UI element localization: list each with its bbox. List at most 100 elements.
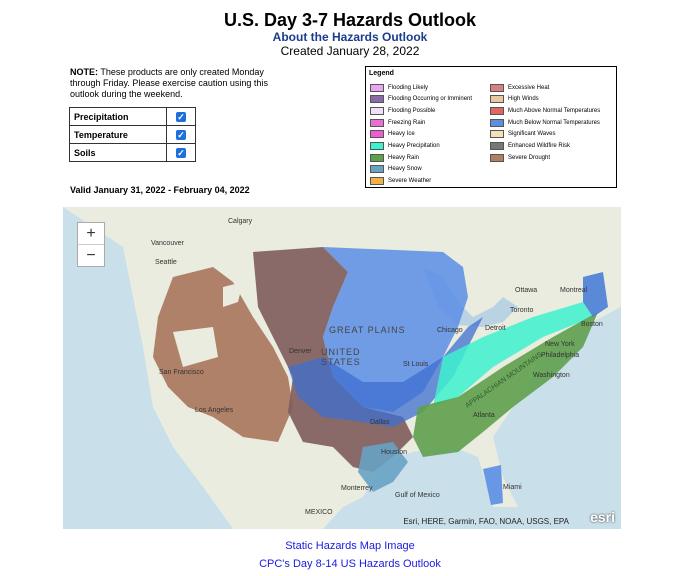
legend-item: Severe Drought <box>490 153 550 162</box>
legend-label: Much Below Normal Temperatures <box>508 119 600 126</box>
legend-swatch <box>490 106 504 115</box>
legend-item: Heavy Precipitation <box>370 142 440 151</box>
label-toronto: Toronto <box>510 307 534 314</box>
legend-item: Significant Waves <box>490 130 555 139</box>
legend-label: Heavy Precipitation <box>388 143 440 149</box>
label-united-states: UNITED STATES <box>321 347 361 367</box>
option-label: Precipitation <box>69 107 167 126</box>
label-gulf-of-mexico: Gulf of Mexico <box>395 492 440 499</box>
zoom-control: + − <box>77 222 105 267</box>
legend-swatch <box>370 177 384 186</box>
legend-title: Legend <box>369 70 394 77</box>
legend-swatch <box>490 83 504 92</box>
legend-item: Enhanced Wildfire Risk <box>490 142 570 151</box>
esri-logo[interactable]: esri <box>590 509 615 525</box>
legend-swatch <box>490 95 504 104</box>
label-st-louis: St Louis <box>403 361 429 368</box>
legend-item: Much Above Normal Temperatures <box>490 106 600 115</box>
heavy-precipitation <box>433 302 593 407</box>
label-houston: Houston <box>381 449 408 456</box>
label-washington: Washington <box>533 372 570 379</box>
soils-checkbox[interactable]: ✓ <box>176 147 186 158</box>
zoom-in-button[interactable]: + <box>86 225 96 242</box>
heavy-snow-northeast <box>583 272 608 317</box>
label-montreal: Montreal <box>560 287 588 294</box>
label-dallas: Dallas <box>370 419 390 426</box>
label-los-angeles: Los Angeles <box>195 407 234 414</box>
label-atlanta: Atlanta <box>473 412 495 419</box>
legend-item: Much Below Normal Temperatures <box>490 118 600 127</box>
label-boston: Boston <box>581 321 603 328</box>
legend-swatch <box>490 130 504 139</box>
legend-swatch <box>370 165 384 174</box>
legend-label: Significant Waves <box>508 131 556 138</box>
legend-item: Severe Weather <box>370 177 431 186</box>
heavy-rain <box>413 312 598 457</box>
legend-label: High Winds <box>508 96 539 103</box>
precipitation-checkbox[interactable]: ✓ <box>176 111 186 122</box>
label-great-plains: GREAT PLAINS <box>329 325 406 335</box>
about-hazards-link[interactable]: About the Hazards Outlook <box>272 30 428 44</box>
map-canvas <box>63 207 621 529</box>
label-new-york: New York <box>545 341 575 348</box>
option-row-temperature: Temperature ✓ <box>69 125 196 144</box>
heavy-snow-florida <box>483 465 503 505</box>
severe-drought-west <box>153 267 293 442</box>
legend-label: Severe Weather <box>388 178 432 185</box>
legend-label: Freezing Rain <box>388 119 426 126</box>
legend-item: Heavy Rain <box>370 153 419 162</box>
option-row-soils: Soils ✓ <box>69 143 196 162</box>
legend-item: Flooding Possible <box>370 106 435 115</box>
label-denver: Denver <box>289 348 312 355</box>
note-text: NOTE: These products are only created Mo… <box>70 67 282 100</box>
legend-swatch <box>490 153 504 162</box>
cpc-outlook-link[interactable]: CPC's Day 8-14 US Hazards Outlook <box>259 558 441 570</box>
legend-swatch <box>490 118 504 127</box>
flooding-pocket <box>223 282 243 307</box>
map-attribution: Esri, HERE, Garmin, FAO, NOAA, USGS, EPA <box>403 517 569 526</box>
layer-options-table: Precipitation ✓ Temperature ✓ Soils ✓ <box>69 107 196 162</box>
static-map-link[interactable]: Static Hazards Map Image <box>285 540 415 552</box>
option-row-precipitation: Precipitation ✓ <box>69 107 196 126</box>
legend-item: Freezing Rain <box>370 118 425 127</box>
legend-item: High Winds <box>490 95 539 104</box>
legend-swatch <box>370 83 384 92</box>
option-label: Temperature <box>69 125 167 144</box>
below-normal-temps-outer <box>288 317 483 427</box>
legend-item: Excessive Heat <box>490 83 549 92</box>
legend-label: Heavy Rain <box>388 154 420 161</box>
label-ottawa: Ottawa <box>515 287 538 294</box>
temperature-checkbox[interactable]: ✓ <box>176 129 186 140</box>
label-chicago: Chicago <box>437 327 463 334</box>
label-san-francisco: San Francisco <box>159 369 204 376</box>
label-mexico: MEXICO <box>305 509 333 516</box>
valid-dates: Valid January 31, 2022 - February 04, 20… <box>70 185 250 195</box>
legend-item: Flooding Occurring or Imminent <box>370 95 472 104</box>
heavy-snow-gulf <box>358 442 408 492</box>
label-seattle: Seattle <box>155 259 177 266</box>
legend-box: Legend Flooding Likely Flooding Occurring… <box>365 66 617 188</box>
option-label: Soils <box>69 143 167 162</box>
legend-swatch <box>370 118 384 127</box>
label-calgary: Calgary <box>228 218 253 225</box>
legend-label: Much Above Normal Temperatures <box>508 107 601 114</box>
legend-label: Severe Drought <box>508 154 551 161</box>
legend-item: Heavy Ice <box>370 130 415 139</box>
legend-label: Heavy Snow <box>388 166 422 173</box>
label-philadelphia: Philadelphia <box>541 352 580 359</box>
note-body: These products are only created Monday t… <box>70 67 268 99</box>
flooding-pocket-2 <box>173 327 218 367</box>
legend-label: Flooding Occurring or Imminent <box>388 96 473 103</box>
legend-label: Enhanced Wildfire Risk <box>508 143 571 149</box>
page-title: U.S. Day 3-7 Hazards Outlook <box>223 10 477 30</box>
legend-label: Flooding Likely <box>388 84 429 91</box>
legend-label: Flooding Possible <box>388 107 436 114</box>
legend-swatch <box>370 142 384 150</box>
zoom-out-button[interactable]: − <box>78 244 104 266</box>
label-detroit: Detroit <box>485 325 506 332</box>
legend-swatch <box>370 106 384 115</box>
legend-label: Heavy Ice <box>388 131 415 138</box>
hazards-map[interactable]: + − Calgary Vancouver Seattle GREAT PLAI… <box>63 207 621 529</box>
legend-swatch <box>370 95 384 104</box>
label-vancouver: Vancouver <box>151 240 184 247</box>
